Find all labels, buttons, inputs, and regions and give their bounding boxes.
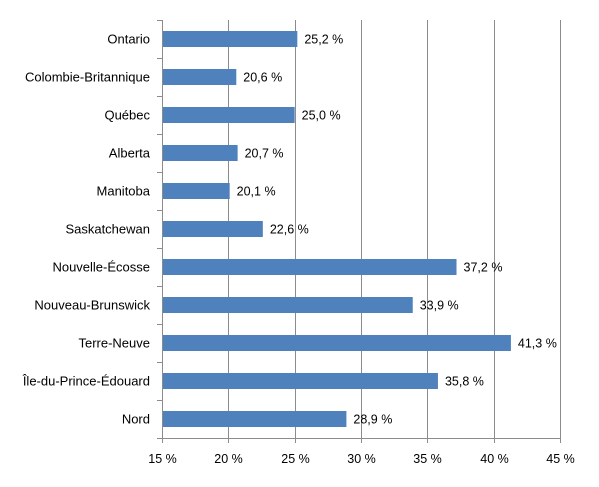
gridlines — [228, 20, 561, 438]
category-label: Québec — [104, 108, 150, 123]
bar — [163, 221, 263, 237]
value-label: 20,6 % — [243, 71, 282, 85]
value-label: 25,2 % — [304, 33, 343, 47]
x-tick-label: 20 % — [214, 452, 243, 466]
bar — [163, 31, 298, 47]
category-label: Terre-Neuve — [78, 336, 150, 351]
category-label: Saskatchewan — [65, 222, 150, 237]
bar — [163, 259, 457, 275]
bar — [163, 69, 237, 85]
bars — [163, 31, 511, 427]
value-label: 22,6 % — [270, 223, 309, 237]
bar — [163, 335, 511, 351]
axes — [157, 20, 561, 443]
value-label: 33,9 % — [420, 299, 459, 313]
category-label: Nouveau-Brunswick — [34, 298, 150, 313]
bar — [163, 411, 347, 427]
x-tick-label: 45 % — [546, 452, 575, 466]
category-labels: Ontario Colombie-Britannique Québec Alberta… — [22, 32, 151, 427]
value-label: 20,7 % — [245, 147, 284, 161]
category-label: Colombie-Britannique — [25, 70, 150, 85]
value-label: 37,2 % — [464, 261, 503, 275]
x-axis-tick-labels: 15 % 20 % 25 % 30 % 35 % 40 % 45 % — [148, 452, 575, 466]
category-label: Nouvelle-Écosse — [52, 260, 150, 275]
x-tick-label: 15 % — [148, 452, 177, 466]
bar — [163, 145, 238, 161]
value-label: 25,0 % — [302, 109, 341, 123]
category-label: Alberta — [109, 146, 151, 161]
x-tick-label: 30 % — [347, 452, 376, 466]
bar — [163, 373, 438, 389]
value-label: 35,8 % — [445, 375, 484, 389]
category-label: Nord — [122, 412, 150, 427]
value-label: 41,3 % — [518, 337, 557, 351]
bar — [163, 297, 413, 313]
x-tick-label: 35 % — [413, 452, 442, 466]
category-label: Ontario — [107, 32, 150, 47]
bar — [163, 183, 230, 199]
bar — [163, 107, 295, 123]
value-labels: 25,2 % 20,6 % 25,0 % 20,7 % 20,1 % 22,6 % 37,2… — [237, 33, 557, 427]
x-tick-label: 25 % — [281, 452, 310, 466]
category-label: Manitoba — [97, 184, 151, 199]
value-label: 28,9 % — [353, 413, 392, 427]
category-label: Île-du-Prince-Édouard — [22, 374, 150, 389]
x-tick-label: 40 % — [480, 452, 509, 466]
value-label: 20,1 % — [237, 185, 276, 199]
